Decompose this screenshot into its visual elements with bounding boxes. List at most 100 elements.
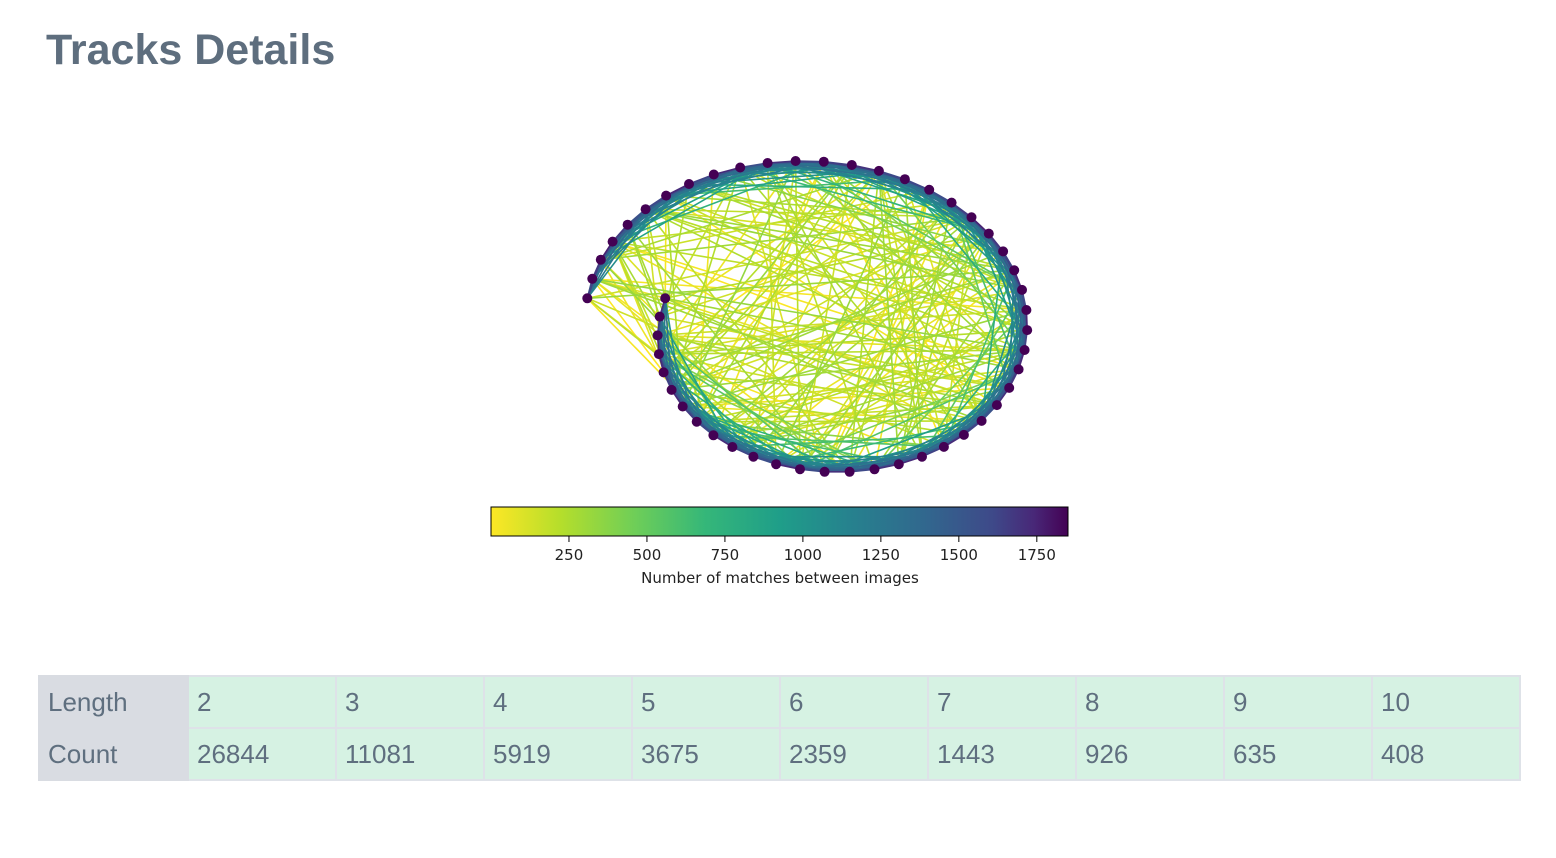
graph-node — [1021, 305, 1032, 315]
colorbar-tick-label: 1750 — [1018, 546, 1056, 564]
table-cell: 7 — [927, 675, 1077, 729]
graph-node — [873, 165, 884, 176]
graph-edge — [665, 232, 989, 299]
graph-node — [748, 451, 759, 462]
graph-edge — [696, 164, 853, 423]
colorbar-tick-label: 500 — [633, 546, 662, 564]
graph-node — [924, 184, 935, 195]
graph-node — [983, 228, 994, 239]
graph-node — [661, 190, 672, 201]
graph-node — [998, 246, 1009, 257]
graph-node — [976, 415, 987, 426]
graph-edge — [592, 278, 1025, 351]
graph-edge — [752, 202, 953, 458]
table-cell: 408 — [1371, 727, 1521, 781]
graph-node — [966, 212, 977, 223]
colorbar-tick-label: 1250 — [862, 546, 900, 564]
table-row-length: Length 2 3 4 5 6 7 8 9 10 — [38, 675, 1521, 729]
graph-edge — [799, 463, 899, 470]
graph-edge — [658, 353, 734, 448]
graph-edge — [671, 349, 1025, 391]
graph-node — [869, 464, 880, 475]
graph-edge — [732, 446, 825, 473]
graph-edge — [739, 166, 990, 235]
tracks-table: Length 2 3 4 5 6 7 8 9 10 Count 26844 11081 5919 3675 2… — [38, 675, 1521, 781]
table-cell: 635 — [1223, 727, 1373, 781]
graph-edge — [600, 170, 880, 261]
graph-node — [1013, 364, 1024, 375]
graph-node — [708, 169, 719, 180]
graph-node — [795, 464, 805, 475]
graph-edge — [657, 334, 826, 473]
graph-edge — [799, 368, 1019, 470]
graph-edge — [712, 216, 973, 436]
graph-edge — [1002, 251, 1020, 370]
graph-node — [658, 367, 669, 378]
colorbar — [490, 506, 1069, 537]
graph-edge — [665, 195, 684, 407]
graph-edge — [612, 240, 1027, 311]
graph-node — [654, 311, 665, 322]
graph-edge — [663, 164, 853, 373]
table-cell: 2 — [187, 675, 337, 729]
graph-edge — [645, 208, 1028, 331]
graph-node — [938, 441, 949, 452]
graph-edge — [1013, 270, 1026, 351]
table-cell: 9 — [1223, 675, 1373, 729]
graph-node — [1017, 284, 1027, 295]
match-graph-svg: 250 500 750 1000 1250 1500 1750 Number of matc… — [490, 156, 1069, 587]
table-cell: 8 — [1075, 675, 1225, 729]
graph-edge — [645, 208, 1023, 291]
graph-edge — [823, 161, 1028, 331]
graph-edge — [921, 289, 1023, 458]
graph-edge — [645, 208, 1015, 272]
graph-node — [899, 174, 910, 185]
graph-edge — [776, 455, 923, 465]
graph-node — [1004, 382, 1015, 393]
table-cell: 2359 — [779, 727, 929, 781]
graph-node — [735, 162, 746, 173]
graph-edge — [1008, 270, 1015, 388]
graph-node — [1022, 325, 1033, 336]
graph-node — [677, 401, 688, 412]
graph-edge — [775, 368, 1019, 465]
graph-edge — [665, 160, 824, 197]
graph-node — [917, 451, 927, 462]
graph-edge — [658, 353, 875, 471]
graph-edge — [658, 316, 698, 422]
graph-edge — [592, 278, 998, 406]
graph-edge — [587, 269, 1015, 300]
graph-edge — [682, 309, 1027, 408]
graph-edge — [767, 162, 990, 235]
colorbar-tick-label: 750 — [711, 546, 740, 564]
graph-edge — [612, 166, 741, 243]
table-row-count: Count 26844 11081 5919 3675 2359 1443 926 635 408 — [38, 727, 1521, 781]
graph-edge — [766, 162, 923, 458]
graph-edge — [656, 335, 715, 436]
graph-node — [946, 197, 957, 208]
graph-edge — [873, 269, 1015, 470]
graph-edge — [996, 289, 1023, 406]
graph-edge — [795, 160, 1023, 291]
graph-edge — [713, 173, 1004, 253]
graph-edge — [657, 334, 1010, 389]
graph-edge — [767, 162, 1023, 291]
graph-node — [762, 158, 773, 168]
graph-edge — [713, 434, 944, 448]
graph-edge — [681, 160, 797, 407]
colorbar-tick-label: 1500 — [940, 546, 978, 564]
graph-edge — [658, 160, 797, 355]
graph-edge — [600, 216, 972, 261]
graph-node — [622, 219, 633, 230]
graph-nodes — [582, 156, 1033, 477]
table-cell: 1443 — [927, 727, 1077, 781]
table-cell: 3 — [335, 675, 485, 729]
graph-edges — [586, 160, 1028, 473]
colorbar-ticks: 250 500 750 1000 1250 1500 1750 — [555, 536, 1056, 564]
graph-node — [684, 179, 694, 189]
table-cell: 6 — [779, 675, 929, 729]
table-cell: 5 — [631, 675, 781, 729]
graph-node — [819, 466, 830, 477]
graph-edge — [980, 309, 1028, 422]
table-cell: 10 — [1371, 675, 1521, 729]
